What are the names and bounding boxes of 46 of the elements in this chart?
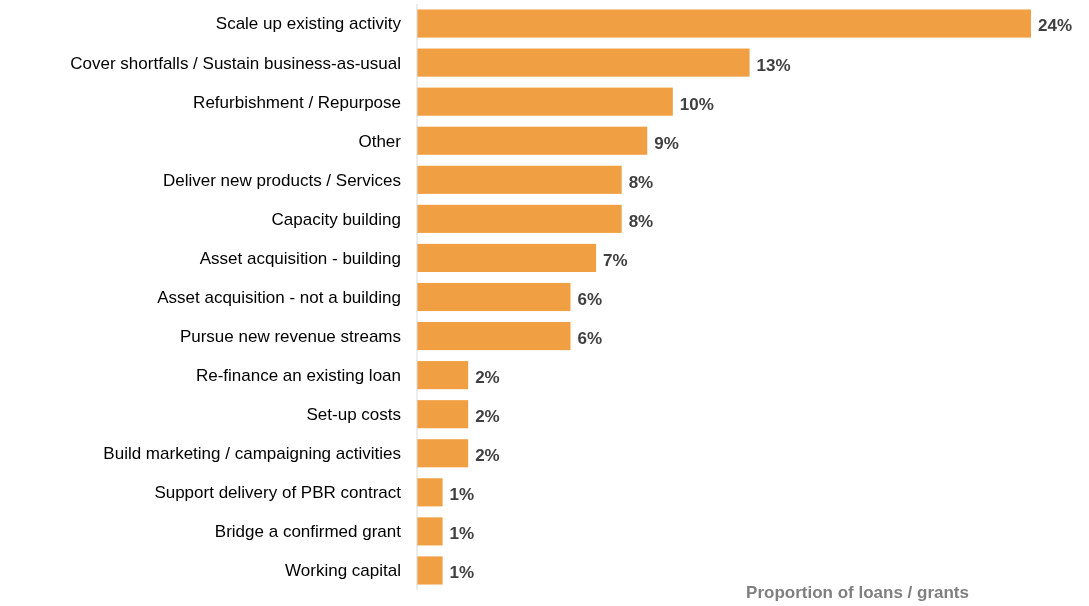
y-tick-label: Deliver new products / Services [162,170,401,190]
data-label: 2% [475,368,500,388]
bar [417,556,443,585]
x-axis-title: Proportion of loans / grants [746,582,969,602]
bar [417,282,571,312]
bar [417,400,469,429]
data-label: 9% [654,133,679,153]
y-tick-label: Working capital [285,561,401,581]
y-tick-label: Support delivery of PBR contract [154,483,402,503]
bar [417,243,597,272]
data-label: 1% [449,524,475,544]
y-tick-label: Set-up costs [306,405,401,425]
y-tick-label: Asset acquisition - not a building [157,287,401,307]
bar [417,517,443,546]
bar [417,361,469,390]
data-label: 6% [577,329,603,349]
y-tick-label: Bridge a confirmed grant [214,522,402,542]
data-label: 1% [449,563,475,583]
data-label: 1% [449,485,475,505]
data-label: 8% [628,172,654,192]
y-tick-label: Refurbishment / Repurpose [193,92,401,112]
y-tick-label: Capacity building [271,209,401,229]
bar [417,9,1031,38]
bar [417,478,443,507]
data-label: 8% [628,211,654,231]
data-label: 24% [1038,16,1073,36]
y-tick-label: Cover shortfalls / Sustain business-as-usual [70,53,401,73]
y-tick-label: Scale up existing activity [215,14,402,34]
y-tick-label: Other [358,131,402,151]
bar [417,439,469,468]
y-tick-label: Asset acquisition - building [199,248,401,268]
data-label: 6% [577,289,603,309]
data-label: 2% [475,446,500,466]
bar [417,204,622,233]
data-label: 13% [756,55,791,75]
bar [417,48,750,77]
bar [417,87,673,116]
bar [417,165,622,194]
data-label: 7% [603,250,628,270]
data-label: 10% [679,94,714,114]
data-label: 2% [475,407,500,427]
bar [417,126,648,155]
bar [417,322,571,351]
y-tick-label: Re-finance an existing loan [195,366,401,386]
y-tick-label: Pursue new revenue streams [179,327,401,347]
y-tick-label: Build marketing / campaigning activities [103,444,401,464]
